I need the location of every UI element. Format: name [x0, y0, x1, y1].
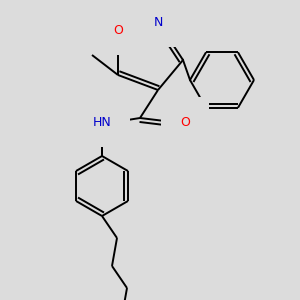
Text: O: O — [180, 116, 190, 128]
Text: O: O — [113, 23, 123, 37]
Text: HN: HN — [93, 116, 111, 128]
Text: N: N — [153, 16, 163, 28]
